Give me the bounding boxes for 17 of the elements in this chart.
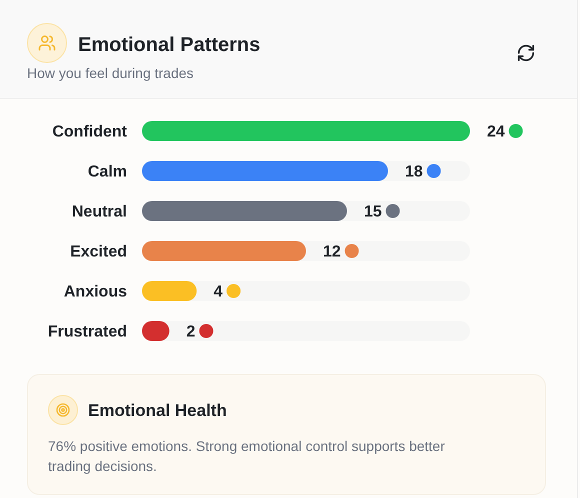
y-tick-label: Anxious (64, 284, 128, 301)
chart-subtitle: How you feel during trades (27, 65, 194, 81)
data-label: 15 (364, 204, 382, 221)
data-label: 2 (186, 324, 196, 341)
y-tick-label: Calm (88, 164, 127, 181)
y-tick-label: Excited (70, 244, 127, 261)
data-label: 24 (487, 124, 505, 141)
text: Emotional Health (88, 401, 227, 420)
data-label: 4 (214, 284, 223, 301)
chart-title: Emotional Patterns (78, 34, 260, 56)
data-label: 12 (323, 244, 341, 261)
bar (142, 281, 197, 301)
data-label: 18 (405, 164, 423, 181)
text: 76% positive emotions. Strong emotional control supports better trading decisions. (48, 438, 446, 474)
y-tick-label: Frustrated (48, 324, 127, 341)
y-tick-label: Confident (52, 124, 128, 141)
y-tick-label: Neutral (72, 204, 127, 221)
